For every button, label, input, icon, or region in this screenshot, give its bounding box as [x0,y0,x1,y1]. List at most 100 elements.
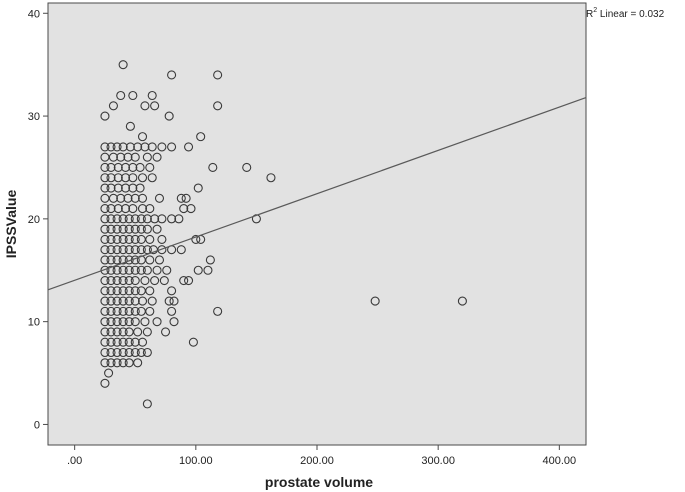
data-point [137,193,148,203]
data-point [100,275,110,286]
data-point [130,214,140,224]
data-point [154,193,165,203]
data-point [106,296,116,306]
data-point [100,306,110,316]
data-point [130,152,140,162]
data-point [100,327,110,337]
data-point [112,255,122,265]
data-point [147,296,157,306]
data-point [176,245,186,255]
data-point [106,265,116,275]
data-point [125,121,135,131]
data-point [112,317,122,327]
data-point [106,234,116,244]
data-point [100,296,110,306]
data-point [112,358,122,368]
data-point [112,347,122,358]
data-point [118,245,128,255]
data-point [242,162,252,173]
data-point [130,234,140,244]
data-point [118,306,128,316]
data-point [159,275,169,286]
data-point [108,193,118,203]
data-point [140,317,150,327]
data-point [130,296,140,306]
data-point [100,255,110,265]
data-point [112,234,122,244]
y-axis-title: IPSSValue [3,190,19,259]
data-point [213,70,223,80]
data-point [100,111,110,121]
data-point [164,111,174,121]
data-point [130,337,140,347]
data-point [136,245,146,255]
data-point [130,193,140,203]
data-point [100,286,110,296]
data-point [205,255,215,265]
data-point [179,275,189,286]
data-point [100,173,110,183]
data-point [123,152,133,162]
data-point [147,142,157,152]
data-point [179,204,189,214]
data-point [106,173,116,183]
data-point [124,214,134,224]
data-point [106,306,116,316]
data-point [142,347,152,358]
x-tick-label: 200.00 [300,455,334,467]
data-point [118,347,128,358]
data-point [135,183,145,193]
data-point [140,275,150,286]
data-point [145,234,155,244]
data-point [193,183,203,193]
data-point [106,358,116,368]
data-point [145,255,155,265]
data-point [104,368,114,378]
data-point [130,286,140,296]
data-point [152,152,162,162]
data-point [112,245,122,255]
data-point [184,275,194,286]
x-axis: .00 100.00 200.00 300.00 400.00 [67,445,576,467]
data-point [162,265,172,275]
data-point [457,296,467,306]
data-point [191,234,201,244]
data-point [152,317,162,327]
data-point [118,234,128,244]
data-point [130,265,140,275]
data-point [169,296,179,306]
data-point [124,317,134,327]
data-point [108,101,118,111]
data-point [164,296,174,306]
data-point [266,173,276,183]
data-point [174,214,184,224]
data-point [120,183,131,193]
data-point [167,214,177,224]
data-point [124,275,134,286]
y-tick-label: 0 [34,419,40,431]
data-point [100,142,110,152]
data-point [167,142,177,152]
data-point [118,275,128,286]
data-point [140,101,150,111]
data-point [100,183,110,193]
data-points [100,60,467,409]
data-point [100,358,110,368]
data-point [142,214,152,224]
data-point [106,142,116,152]
data-point [124,265,134,275]
data-point [130,245,140,255]
data-point [106,337,116,347]
data-point [130,224,140,234]
data-point [142,399,152,409]
data-point [188,337,198,347]
data-point [169,317,179,327]
data-point [106,183,116,193]
data-point [106,317,116,327]
data-point [150,214,160,224]
data-point [208,162,218,173]
data-point [150,101,160,111]
data-point [136,347,146,358]
data-point [118,214,128,224]
data-point [108,152,118,162]
